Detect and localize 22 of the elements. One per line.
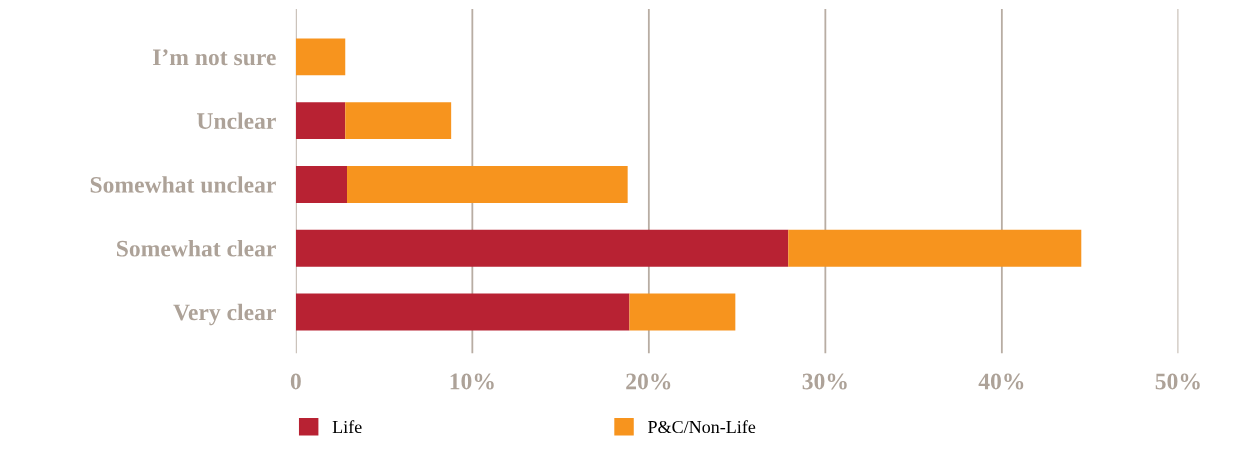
- bar: [788, 229, 1082, 267]
- bar: [295, 102, 346, 140]
- legend-label: Life: [332, 420, 362, 434]
- bar: [295, 38, 346, 76]
- x-tick-label: 50%: [1155, 373, 1200, 390]
- y-tick-label: Somewhat unclear: [90, 176, 276, 193]
- y-tick-label: Somewhat clear: [117, 239, 276, 257]
- bar: [347, 165, 628, 203]
- x-tick-label: 0: [290, 373, 301, 390]
- legend-label: P&C/Non-Life: [648, 420, 756, 434]
- y-tick-label: Very clear: [173, 303, 276, 326]
- x-tick-label: 40%: [978, 373, 1024, 390]
- bar: [295, 293, 630, 331]
- bar: [629, 293, 736, 331]
- bar: [295, 165, 348, 203]
- y-tick-label: Unclear: [196, 112, 276, 130]
- x-tick-label: 20%: [626, 373, 671, 390]
- x-tick-label: 30%: [802, 373, 847, 390]
- bar: [345, 102, 452, 140]
- bar: [295, 229, 789, 267]
- y-tick-label: I’m not sure: [153, 49, 276, 66]
- x-tick-label: 10%: [450, 373, 494, 390]
